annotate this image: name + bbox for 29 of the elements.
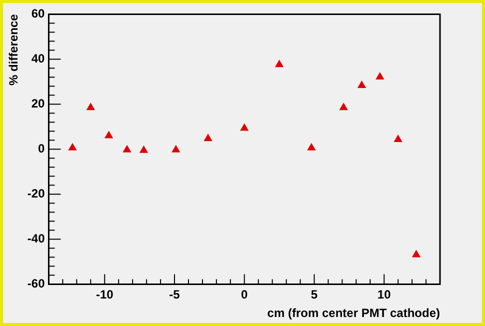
y-tick-label: 0 — [38, 142, 46, 156]
point — [240, 124, 248, 131]
x-tick-label: 0 — [241, 288, 248, 302]
point — [204, 134, 212, 142]
y-tick-label: -20 — [27, 186, 46, 201]
point — [140, 146, 148, 153]
y-tick-label: -60 — [27, 276, 46, 291]
x-axis-title: cm (from center PMT cathode) — [267, 306, 440, 320]
point — [86, 103, 95, 110]
point — [172, 145, 180, 152]
point — [376, 72, 384, 80]
y-axis-title: % difference — [6, 14, 21, 86]
y-tick-label: -40 — [27, 232, 46, 246]
x-tick-label: 10 — [377, 288, 392, 302]
y-tick-label: 20 — [31, 96, 46, 111]
point — [275, 60, 284, 68]
x-tick-label: -10 — [96, 288, 114, 302]
point — [307, 143, 316, 150]
x-tick-label: -5 — [169, 288, 180, 302]
y-tick-label: 60 — [31, 6, 46, 21]
point — [68, 143, 76, 150]
point — [123, 145, 131, 152]
point — [358, 81, 366, 88]
point — [412, 250, 420, 258]
point — [340, 103, 348, 110]
point — [104, 131, 113, 138]
x-tick-label: 5 — [310, 288, 318, 302]
y-tick-label: 40 — [31, 52, 46, 66]
point — [394, 135, 402, 142]
